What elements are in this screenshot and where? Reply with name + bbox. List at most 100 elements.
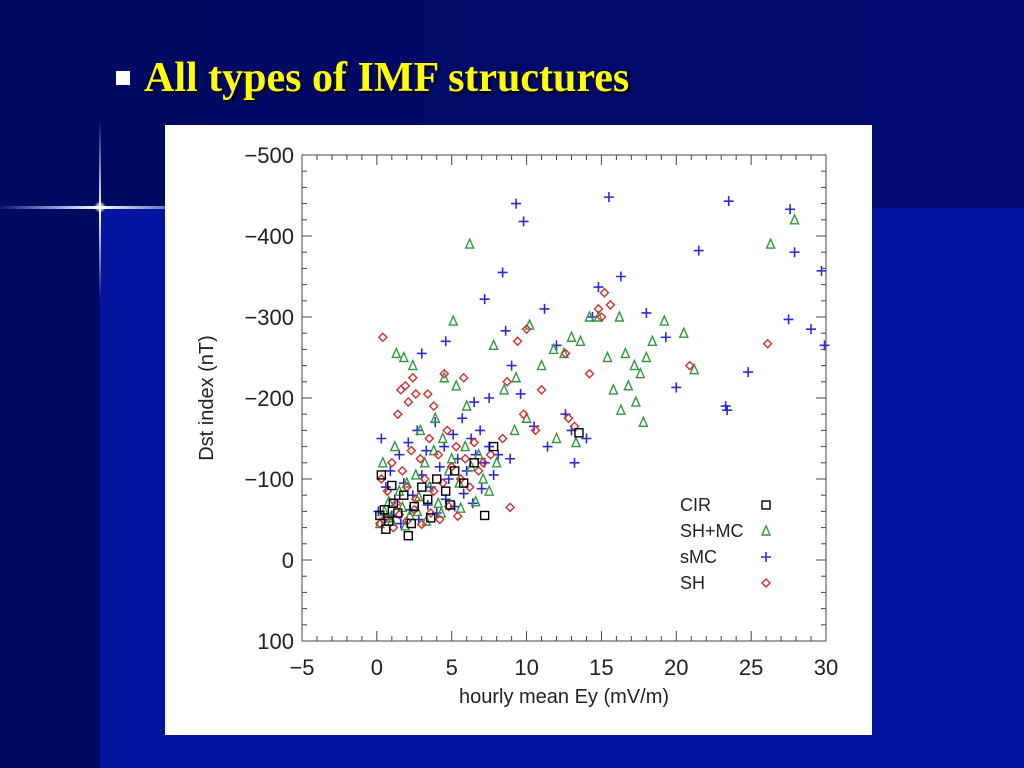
data-point [608,383,619,395]
scatter-chart: −5 0 5 10 15 20 25 30 −500−400−300−200−1000100 … [196,143,838,708]
data-point [511,198,522,209]
data-point [491,456,502,468]
data-point [693,245,704,256]
data-point [452,511,463,522]
data-point [431,508,442,519]
data-point [406,445,417,456]
data-point [393,508,403,518]
data-point [426,513,436,523]
x-tick-label: 5 [446,655,458,680]
data-point [389,439,400,452]
data-point [539,303,550,314]
data-point [785,204,796,215]
data-point [479,294,490,305]
data-point [488,338,499,351]
data-point [423,494,433,504]
legend-marker [761,552,771,562]
data-point [403,397,414,408]
data-point [377,332,388,343]
data-point [521,324,532,335]
series-cir [375,428,584,541]
data-point [659,314,670,326]
data-point [428,401,439,412]
data-point [441,486,451,496]
data-point [379,505,390,515]
data-point [530,425,541,436]
data-point [439,371,450,383]
data-point [406,518,416,529]
data-point [470,494,481,507]
data-point [678,326,689,338]
data-point [511,371,522,383]
data-point [506,360,517,371]
data-point [445,500,455,510]
data-point [620,346,631,359]
flare-center [94,201,106,213]
data-point [569,457,580,468]
data-point [460,453,471,464]
data-point [479,510,490,521]
chart-legend: CIR SH+MC sMC SH [680,495,772,593]
data-point [448,429,459,440]
data-point [395,384,406,395]
data-point [443,474,454,484]
data-point [584,368,595,379]
data-point [563,413,574,424]
chart-panel: −5 0 5 10 15 20 25 30 −500 −400 −300 −200 −100 0 100 … [165,125,872,735]
data-point [455,501,466,513]
data-point [439,441,450,452]
data-point [409,501,419,512]
legend-label: sMC [680,547,717,567]
data-point [421,514,432,526]
data-point [816,265,827,276]
data-point [388,522,399,533]
data-point [376,433,387,444]
legend-marker [761,500,771,510]
data-point [469,437,480,448]
data-point [385,465,396,476]
data-point [488,469,499,480]
data-point [442,425,453,436]
data-point [529,421,540,432]
data-point [451,441,462,452]
data-point [630,395,641,407]
data-point [671,382,682,393]
data-point [410,494,421,505]
data-point [457,413,468,424]
data-point [484,484,495,496]
data-point [421,445,432,456]
data-point [819,340,830,351]
data-point [458,372,469,383]
data-marks [373,192,830,541]
data-point [451,379,462,391]
data-point [446,461,457,472]
data-point [432,474,442,484]
x-tick-label: 30 [814,655,838,680]
data-point [374,518,385,529]
data-point [407,358,418,371]
data-point [566,330,577,342]
x-tick-label: 25 [739,655,763,680]
data-point [614,310,625,322]
x-tick-label: 0 [371,655,383,680]
y-tick-label: 100 [257,629,294,654]
data-point [512,336,523,347]
data-point [388,498,399,508]
data-point [391,346,402,359]
data-point [505,502,516,513]
slide-title-row: All types of IMF structures [116,52,629,104]
data-point [455,474,466,484]
data-point [575,334,586,347]
data-point [469,458,479,468]
data-point [542,441,553,452]
data-point [536,358,547,371]
data-point [505,453,516,464]
data-point [469,397,480,408]
data-point [660,332,671,343]
y-tick-label: −100 [244,467,294,492]
data-point [450,466,460,476]
data-point [497,267,508,278]
data-point [509,423,520,436]
y-tick-label: −300 [244,305,294,330]
data-point [425,508,436,519]
